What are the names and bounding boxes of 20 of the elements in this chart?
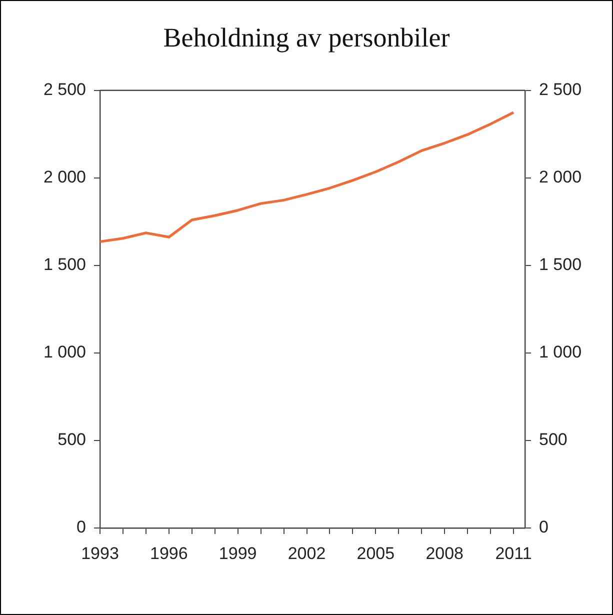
x-tick-label: 2002 xyxy=(288,544,326,563)
y-tick-label: 2 000 xyxy=(43,168,86,187)
y-tick-label: 0 xyxy=(76,518,86,537)
y2-tick-label: 2 000 xyxy=(539,168,582,187)
x-tick-label: 2011 xyxy=(495,544,532,563)
y-tick-label: 2 500 xyxy=(43,80,86,100)
x-tick-label: 1993 xyxy=(81,544,119,563)
x-tick-label: 1996 xyxy=(150,544,188,563)
y2-tick-label: 500 xyxy=(539,430,568,450)
x-tick-label: 2008 xyxy=(426,544,464,563)
y-tick-label: 1 500 xyxy=(43,255,86,274)
y2-tick-label: 1 500 xyxy=(539,255,582,274)
y-tick-label: 500 xyxy=(58,430,86,450)
chart-title: Beholdning av personbiler xyxy=(163,22,450,52)
y2-tick-label: 2 500 xyxy=(539,80,582,100)
x-tick-label: 1999 xyxy=(218,544,257,563)
x-tick-label: 2005 xyxy=(356,544,395,563)
y2-tick-label: 0 xyxy=(539,518,548,537)
y-tick-label: 1 000 xyxy=(43,342,86,362)
y2-tick-label: 1 000 xyxy=(539,342,582,362)
